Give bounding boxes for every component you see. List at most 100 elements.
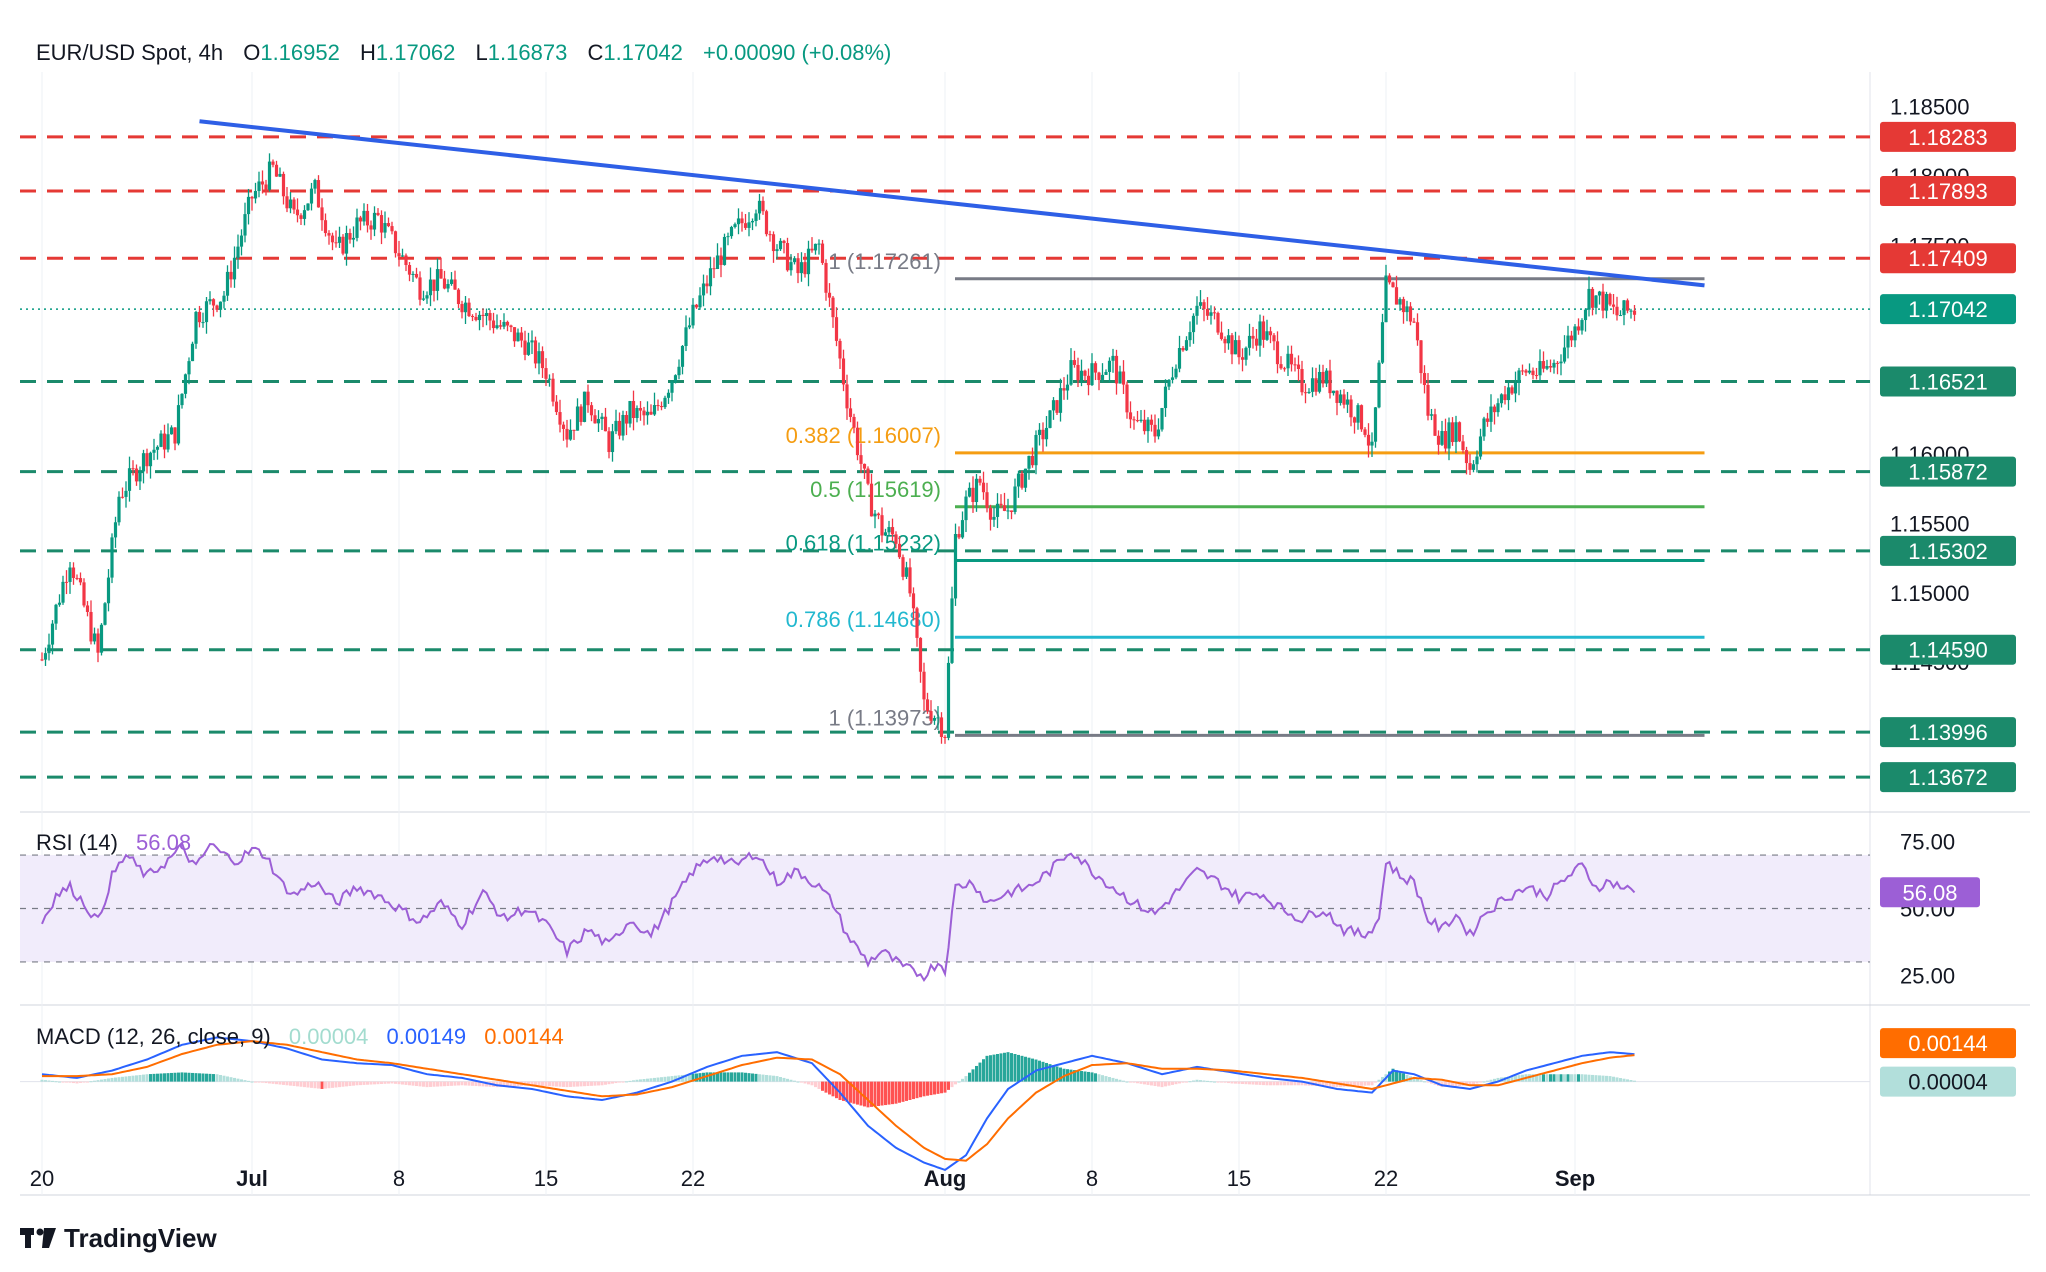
macd-histogram-bar — [429, 1081, 432, 1087]
candle-body — [1356, 405, 1360, 423]
candle-body — [1394, 287, 1399, 305]
candle-body — [1205, 308, 1210, 316]
macd-histogram-bar — [1349, 1081, 1353, 1087]
candle-body — [929, 711, 933, 721]
macd-histogram-bar — [611, 1081, 614, 1084]
candle-body — [1594, 295, 1598, 308]
macd-histogram-bar — [548, 1081, 551, 1087]
macd-histogram-bar — [1241, 1081, 1244, 1084]
candle-body — [904, 567, 909, 577]
macd-histogram-bar — [996, 1054, 999, 1082]
macd-histogram-bar — [481, 1081, 485, 1087]
x-tick-label: 20 — [30, 1166, 54, 1191]
candle-body — [631, 400, 636, 419]
candle-body — [1139, 419, 1143, 421]
candle-body — [411, 273, 415, 275]
macd-histogram-bar — [604, 1081, 607, 1085]
macd-histogram-bar — [446, 1081, 450, 1087]
price-badge — [1880, 634, 2016, 665]
candle-body — [418, 277, 422, 300]
macd-histogram-bar — [1514, 1075, 1517, 1082]
candle-body — [232, 257, 237, 280]
candle-body — [1083, 370, 1087, 376]
candle-body — [1216, 313, 1220, 333]
rsi-legend: RSI (14) 56.08 — [36, 830, 191, 855]
macd-histogram-bar — [51, 1080, 54, 1082]
candle-body — [169, 427, 174, 435]
macd-histogram-bar — [1181, 1081, 1185, 1083]
macd-histogram-bar — [317, 1081, 320, 1089]
macd-hist-badge — [1880, 1066, 2016, 1097]
candle-body — [502, 321, 506, 327]
candle-body — [1258, 321, 1262, 346]
y-tick-label: 1.18500 — [1890, 95, 1970, 120]
macd-histogram-bar — [93, 1080, 96, 1082]
candle-body — [1020, 473, 1024, 488]
candle-body — [68, 567, 72, 582]
macd-histogram-bar — [607, 1081, 611, 1085]
candle-body — [771, 234, 776, 252]
macd-histogram-bar — [803, 1081, 807, 1084]
macd-histogram-bar — [1391, 1068, 1395, 1082]
low-value: 1.16873 — [488, 40, 568, 65]
candle-body — [1006, 510, 1010, 512]
candle-body — [397, 253, 401, 257]
candle-body — [533, 340, 538, 364]
candle-body — [1195, 305, 1199, 316]
macd-histogram-bar — [1087, 1071, 1090, 1082]
macd-histogram-bar — [1206, 1080, 1209, 1082]
candle-body — [1044, 427, 1049, 440]
candle-body — [579, 406, 583, 422]
candle-body — [1251, 335, 1255, 339]
macd-line — [41, 1036, 1635, 1172]
rsi-title: RSI (14) — [36, 830, 118, 855]
macd-histogram-bar — [831, 1081, 835, 1097]
candle-body — [1412, 321, 1416, 323]
macd-histogram-bar — [856, 1081, 859, 1105]
tradingview-logo[interactable]: TradingView — [20, 1223, 217, 1253]
candle-body — [141, 453, 146, 472]
macd-histogram-bar — [436, 1081, 439, 1087]
candle-body — [1093, 363, 1098, 373]
macd-histogram-bar — [1006, 1052, 1010, 1082]
candle-body — [1226, 335, 1231, 344]
macd-histogram-bar — [1566, 1074, 1570, 1082]
candle-body — [1296, 364, 1301, 369]
price-badge-label: 1.13996 — [1908, 720, 1988, 745]
macd-histogram-bar — [450, 1081, 453, 1086]
macd-histogram-bar — [691, 1073, 695, 1082]
candle-body — [337, 236, 342, 243]
macd-histogram-bar — [1097, 1074, 1101, 1082]
candle-body — [1289, 353, 1294, 365]
candle-body — [750, 220, 755, 223]
candle-body — [495, 325, 499, 329]
macd-histogram-bar — [1517, 1075, 1521, 1082]
candle-body — [197, 311, 202, 323]
candle-body — [82, 582, 86, 606]
macd-histogram-bar — [310, 1081, 313, 1088]
candle-body — [491, 320, 496, 329]
candle-body — [607, 431, 611, 453]
candle-body — [565, 428, 569, 440]
macd-histogram-bar — [443, 1081, 446, 1087]
svg-text:RSI (14) 56.08: RSI (14) 56.08 — [36, 830, 191, 855]
macd-histogram-bar — [1269, 1081, 1272, 1086]
macd-histogram-bar — [635, 1079, 639, 1082]
macd-signal-line — [42, 1040, 1635, 1162]
macd-histogram-bar — [422, 1081, 425, 1087]
candle-body — [131, 468, 135, 470]
macd-histogram-bar — [110, 1077, 114, 1082]
macd-histogram-bar — [1048, 1064, 1052, 1082]
macd-histogram-bar — [1276, 1081, 1279, 1086]
candle-body — [1433, 414, 1437, 436]
candle-body — [827, 292, 832, 298]
open-value: 1.16952 — [260, 40, 340, 65]
macd-histogram-bar — [1360, 1081, 1363, 1086]
candle-body — [1016, 473, 1021, 487]
candle-body — [1300, 368, 1304, 393]
macd-histogram-bar — [817, 1081, 821, 1089]
macd-histogram-bar — [1475, 1081, 1479, 1084]
candle-body — [1121, 371, 1126, 385]
macd-histogram-bar — [873, 1081, 877, 1107]
macd-histogram-bar — [61, 1081, 65, 1083]
